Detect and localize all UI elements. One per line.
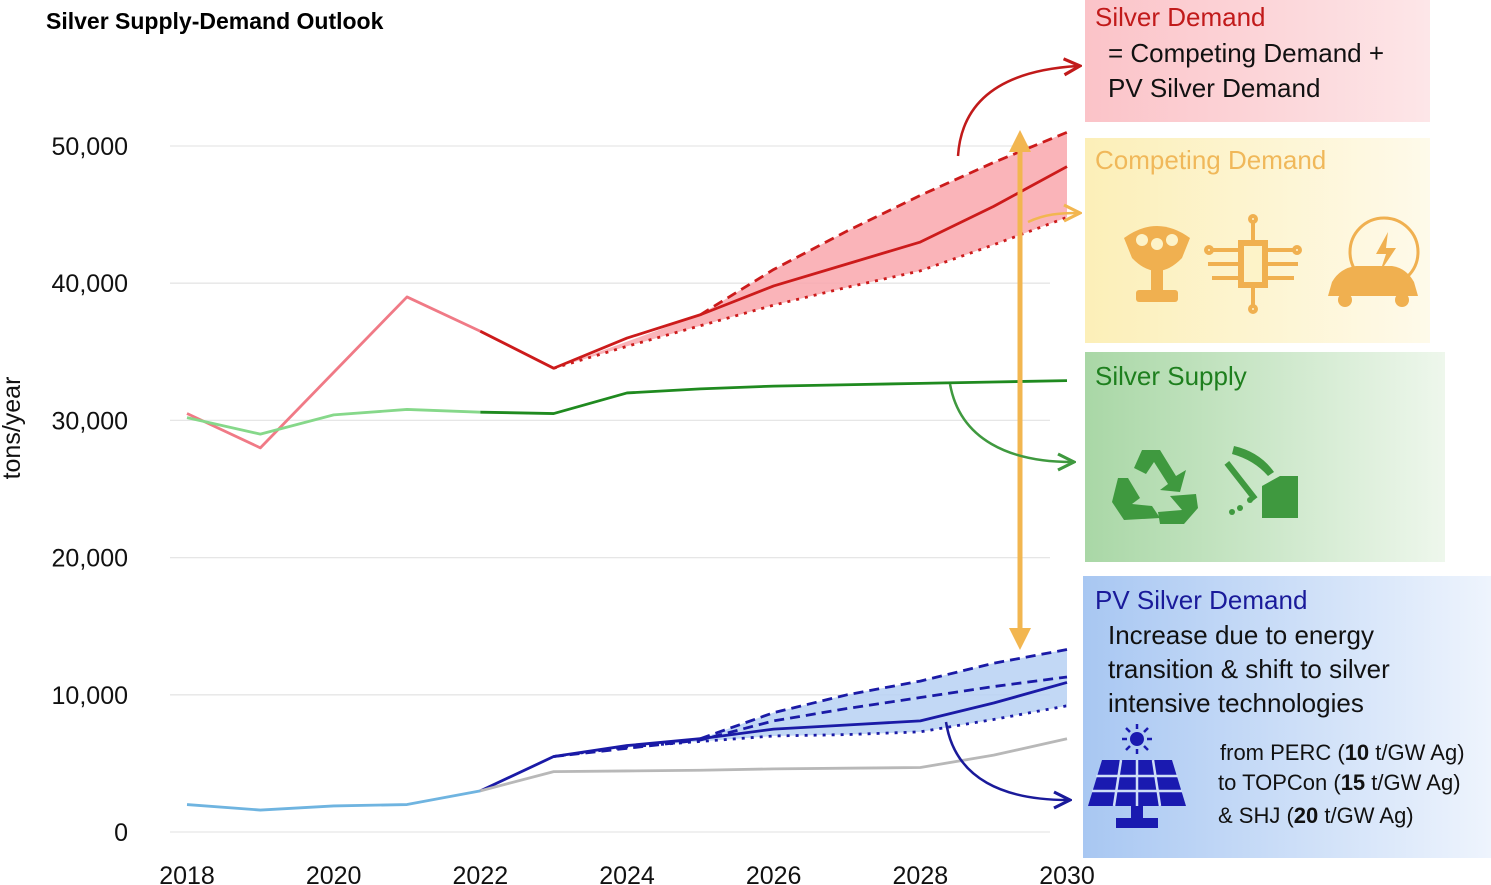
band-silver-demand-high	[553, 132, 1067, 369]
series-silver-demand-historical	[186, 295, 555, 450]
solar-panel-icon	[1088, 724, 1186, 828]
tech-line-shj: & SHJ (20 t/GW Ag)	[1218, 803, 1414, 828]
jewelry-icon	[1124, 226, 1190, 302]
series-silver-demand	[479, 165, 1068, 370]
connector-arrow-silver-supply	[948, 383, 1072, 462]
series-pv-silver-demand-high	[699, 648, 1068, 741]
x-tick-label: 2018	[159, 862, 215, 885]
mining-icon	[1224, 446, 1298, 518]
panel-pv-demand-title: PV Silver Demand	[1095, 585, 1307, 615]
series-pv-silver-demand-mid	[553, 675, 1068, 758]
panel-silver-demand: Silver Demand = Competing Demand + PV Si…	[1085, 0, 1430, 122]
panel-silver-demand-line2: PV Silver Demand	[1108, 73, 1320, 103]
x-tick-label: 2024	[599, 862, 655, 885]
panel-pv-demand-line1: Increase due to energy	[1108, 620, 1374, 650]
panel-silver-demand-title: Silver Demand	[1095, 2, 1266, 32]
series-pv-silver-demand-historical	[186, 789, 481, 812]
series-other	[479, 737, 1068, 793]
connector-arrow-pv-demand	[944, 721, 1068, 800]
x-tick-label: 2026	[746, 862, 802, 885]
panel-competing-demand-title: Competing Demand	[1095, 145, 1326, 175]
y-tick-label: 20,000	[52, 545, 128, 573]
y-tick-label: 10,000	[52, 682, 128, 710]
x-tick-label: 2022	[453, 862, 509, 885]
chart-title: Silver Supply-Demand Outlook	[46, 8, 384, 34]
series-silver-demand-high	[699, 130, 1068, 316]
panel-silver-supply: Silver Supply	[1085, 352, 1445, 562]
y-tick-label: 0	[114, 819, 128, 847]
panel-pv-demand-line2: transition & shift to silver	[1108, 654, 1390, 684]
panel-pv-silver-demand: PV Silver Demand Increase due to energy …	[1083, 576, 1491, 858]
axis-ticks: 0 10,000 20,000 30,000 40,000 50,000 2018 2020 2…	[52, 133, 1095, 885]
y-tick-label: 30,000	[52, 407, 128, 435]
panel-pv-demand-line3: intensive technologies	[1108, 688, 1364, 718]
connector-arrow-silver-demand	[956, 66, 1078, 157]
panel-silver-demand-line1: = Competing Demand +	[1108, 38, 1384, 68]
series-silver-supply	[480, 379, 1068, 415]
electric-car-icon	[1328, 216, 1420, 307]
x-tick-label: 2028	[893, 862, 949, 885]
range-double-arrow	[1009, 130, 1031, 650]
panel-silver-supply-title: Silver Supply	[1095, 361, 1247, 391]
y-axis-label: tons/year	[0, 377, 26, 480]
chip-icon	[1204, 214, 1302, 314]
x-tick-label: 2020	[306, 862, 362, 885]
tech-line-topcon: to TOPCon (15 t/GW Ag)	[1218, 770, 1461, 795]
series-silver-supply-historical	[186, 408, 481, 436]
y-tick-label: 40,000	[52, 270, 128, 298]
recycle-icon	[1112, 450, 1198, 524]
tech-line-perc: from PERC (10 t/GW Ag)	[1220, 740, 1465, 765]
x-tick-label: 2030	[1039, 862, 1095, 885]
series-lines	[186, 130, 1068, 812]
connector-arrow-competing-demand	[1027, 213, 1078, 224]
y-tick-label: 50,000	[52, 133, 128, 161]
panel-competing-demand: Competing Demand	[1085, 138, 1430, 343]
